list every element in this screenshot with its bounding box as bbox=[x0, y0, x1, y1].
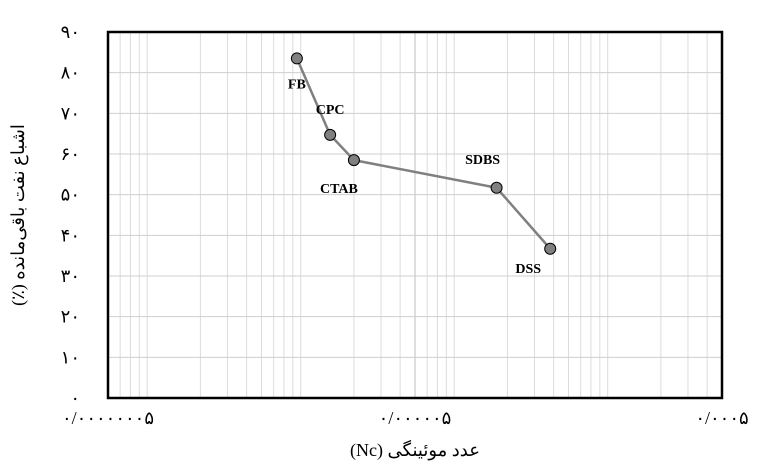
series-line-segment bbox=[353, 158, 497, 189]
y-tick-label: ۳۰ bbox=[61, 266, 80, 286]
y-tick-label: ۶۰ bbox=[61, 144, 80, 164]
data-point-cpc bbox=[324, 128, 337, 141]
x-tick-labels: ۰/۰۰۰۰۰۰۰۵ ۰/۰۰۰۰۰۵ ۰/۰۰۰۵ bbox=[62, 408, 749, 428]
series-line-segment bbox=[495, 186, 552, 250]
data-point-fb bbox=[290, 52, 303, 65]
point-label-sdbs: SDBS bbox=[465, 153, 500, 168]
data-point-dss bbox=[544, 242, 557, 255]
series-points bbox=[290, 52, 557, 255]
y-tick-label: ۸۰ bbox=[61, 63, 80, 83]
x-axis-title: عدد موئینگی (Nc) bbox=[350, 439, 480, 461]
y-tick-labels: ۰ ۱۰ ۲۰ ۳۰ ۴۰ ۵۰ ۶۰ ۷۰ ۸۰ ۹۰ bbox=[61, 22, 80, 408]
plot-frame bbox=[106, 30, 724, 400]
x-tick-label: ۰/۰۰۰۵ bbox=[695, 408, 748, 428]
minor-grid bbox=[119, 32, 708, 398]
y-tick-label: ۲۰ bbox=[61, 307, 80, 327]
point-label-cpc: CPC bbox=[316, 103, 345, 118]
point-labels: FB CPC CTAB SDBS DSS bbox=[288, 77, 541, 276]
data-point-ctab bbox=[347, 154, 360, 167]
y-tick-label: ۵۰ bbox=[61, 185, 80, 205]
x-tick-label: ۰/۰۰۰۰۰۵ bbox=[379, 408, 452, 428]
series-line-segment bbox=[295, 57, 332, 136]
data-point-sdbs bbox=[490, 181, 503, 194]
y-tick-label: ۰ bbox=[70, 388, 80, 408]
y-tick-label: ۹۰ bbox=[61, 22, 80, 42]
point-label-ctab: CTAB bbox=[320, 182, 358, 197]
y-axis-title: اشباع نفت باقی‌مانده (٪) bbox=[8, 124, 29, 306]
point-label-dss: DSS bbox=[515, 262, 541, 277]
y-tick-label: ۷۰ bbox=[61, 103, 80, 123]
y-tick-label: ۴۰ bbox=[61, 225, 80, 245]
y-tick-label: ۱۰ bbox=[61, 347, 80, 367]
x-tick-label: ۰/۰۰۰۰۰۰۰۵ bbox=[62, 408, 154, 428]
major-grid bbox=[108, 32, 722, 398]
point-label-fb: FB bbox=[288, 77, 306, 92]
